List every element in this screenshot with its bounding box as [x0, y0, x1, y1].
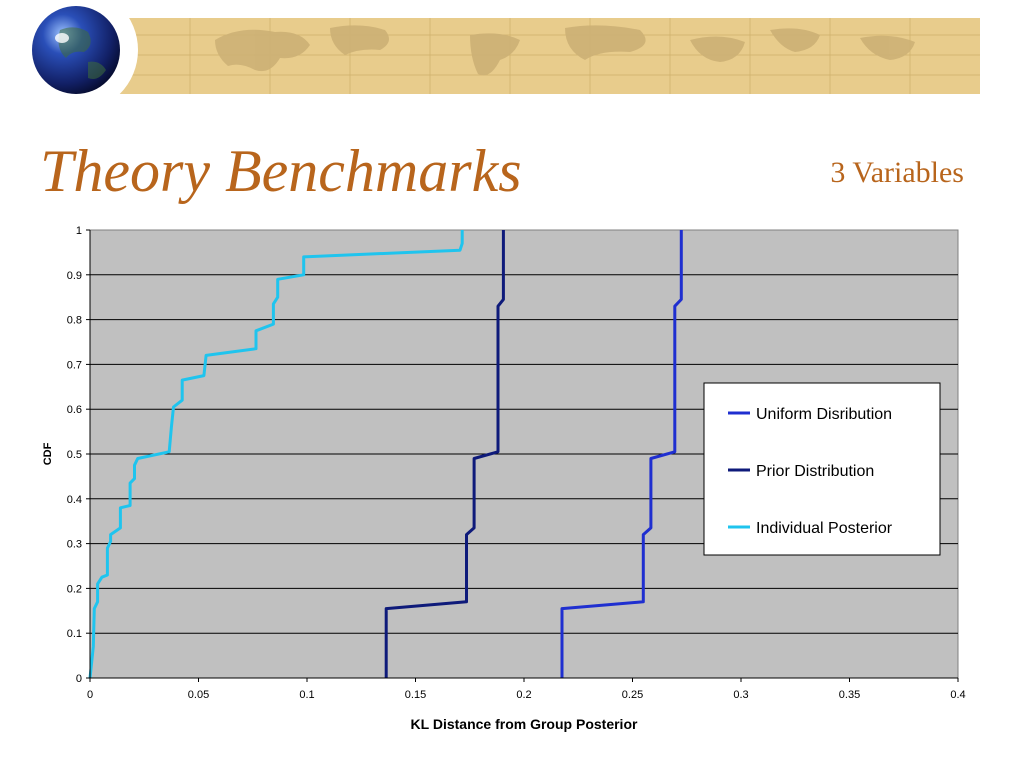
y-tick-label: 0.6: [67, 404, 82, 416]
y-tick-label: 0.4: [67, 494, 82, 506]
x-tick-label: 0.1: [299, 689, 314, 701]
legend-item-label: Prior Distribution: [756, 463, 874, 480]
x-tick-label: 0: [87, 689, 93, 701]
cdf-line-chart: 0 0.05 0.1 0.15 0.2 0.25 0.3 0.35 0.4 0 0.1 0.2 0.3…: [42, 225, 966, 732]
y-axis-title: CDF: [42, 442, 54, 465]
x-tick-label: 0.3: [733, 689, 748, 701]
x-tick-label: 0.2: [516, 689, 531, 701]
y-tick-label: 0.2: [67, 583, 82, 595]
x-axis-title: KL Distance from Group Posterior: [411, 716, 638, 732]
banner-continents: [215, 25, 915, 76]
y-tick-label: 1: [76, 225, 82, 237]
y-tick-label: 0.1: [67, 628, 82, 640]
y-axis-ticks: 0 0.1 0.2 0.3 0.4 0.5 0.6 0.7 0.8 0.9 1: [67, 225, 90, 685]
y-tick-label: 0.7: [67, 359, 82, 371]
x-tick-label: 0.25: [622, 689, 643, 701]
series-line-1: [560, 230, 683, 678]
series-line-3: [88, 230, 464, 679]
y-tick-label: 0: [76, 673, 82, 685]
y-tick-label: 0.8: [67, 315, 82, 327]
globe-highlight: [55, 33, 69, 43]
legend-item-label: Individual Posterior: [756, 520, 893, 537]
legend: Uniform Disribution Prior Distribution Ind…: [703, 382, 941, 556]
page-title: Theory Benchmarks: [40, 138, 522, 204]
x-axis-ticks: 0 0.05 0.1 0.15 0.2 0.25 0.3 0.35 0.4: [87, 678, 966, 701]
page-subtitle: 3 Variables: [830, 156, 964, 189]
series-layer: [88, 230, 683, 679]
y-tick-label: 0.5: [67, 449, 82, 461]
series-line-2: [384, 230, 505, 678]
x-tick-label: 0.05: [188, 689, 209, 701]
y-tick-label: 0.3: [67, 539, 82, 551]
header-banner: [14, 0, 980, 110]
x-tick-label: 0.35: [839, 689, 860, 701]
x-tick-label: 0.4: [950, 689, 965, 701]
legend-item-label: Uniform Disribution: [756, 406, 892, 423]
x-tick-label: 0.15: [405, 689, 426, 701]
y-tick-label: 0.9: [67, 270, 82, 282]
